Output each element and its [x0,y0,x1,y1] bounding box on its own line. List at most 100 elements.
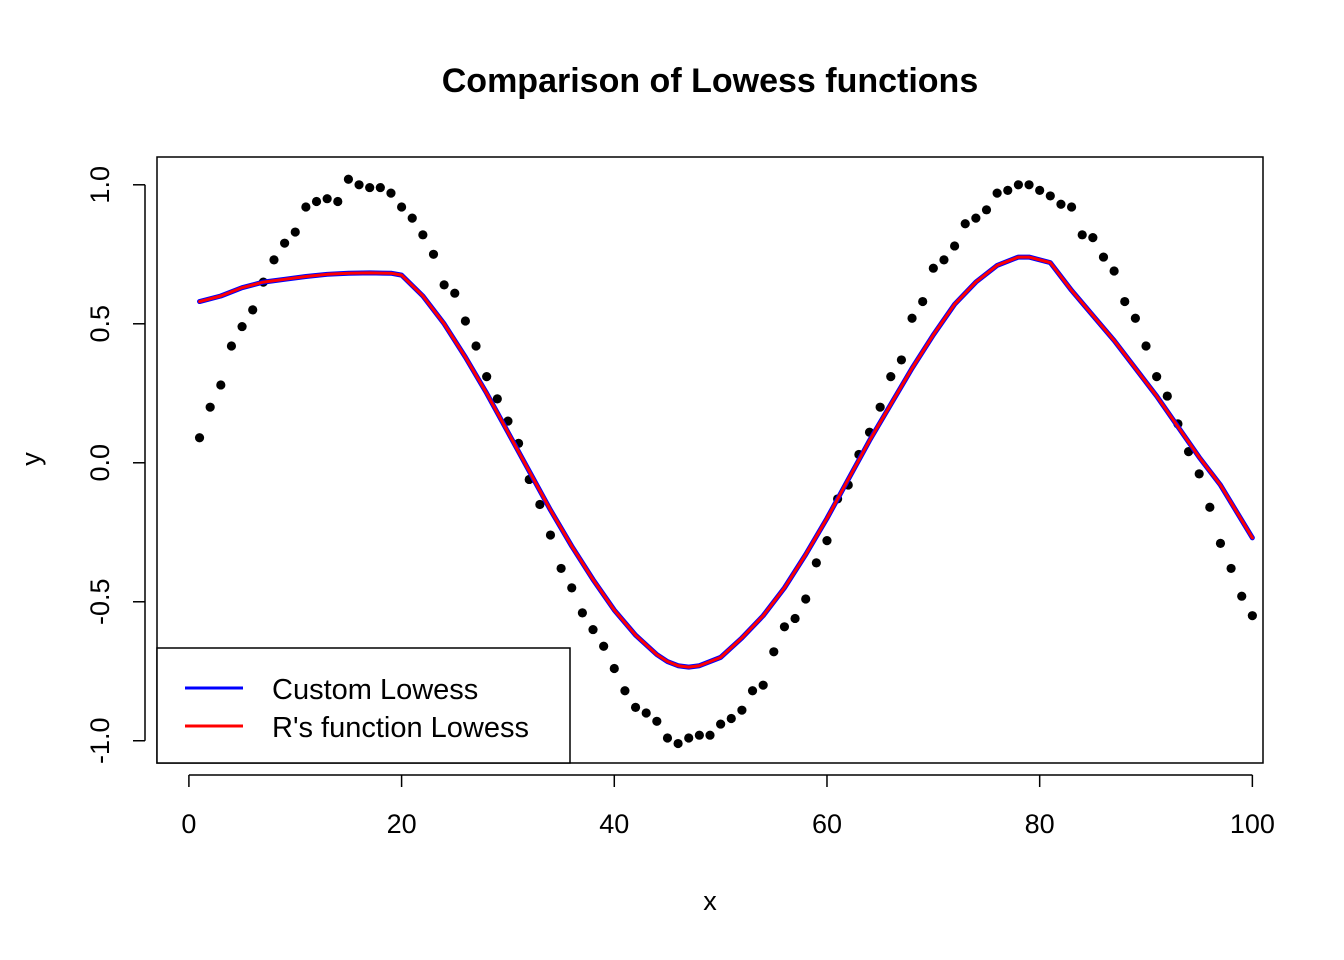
data-point [1013,180,1024,190]
data-point [1056,199,1066,209]
data-points [194,174,1257,749]
data-point [290,227,300,237]
data-point [280,238,290,248]
data-point [960,219,970,229]
data-point [1226,563,1236,574]
data-point [769,647,779,657]
data-point [907,313,917,323]
data-point [205,402,215,412]
data-point [1141,341,1151,351]
data-point [1003,185,1013,195]
data-point [482,372,492,382]
data-point [1130,313,1140,323]
y-tick-label: -1.0 [85,717,115,764]
data-point [747,686,758,696]
data-point [737,705,747,715]
data-point [1152,372,1162,382]
legend-box [156,647,571,764]
data-point [758,680,768,690]
data-point [694,730,704,740]
data-point [673,738,683,749]
data-point [248,305,258,315]
chart-title: Comparison of Lowess functions [442,62,978,100]
data-point [226,341,237,351]
data-point [1215,538,1226,548]
data-point [556,563,566,574]
data-point [918,296,928,307]
data-point [471,341,481,351]
data-point [216,380,226,390]
data-point [1098,252,1109,262]
data-point [396,202,407,212]
data-point [790,613,800,624]
data-point [407,213,417,223]
x-tick-label: 20 [387,809,417,839]
data-point [981,205,992,215]
x-tick-label: 100 [1230,809,1275,839]
data-point [684,733,694,743]
data-point [1205,502,1215,512]
data-point [662,733,673,743]
data-point [716,719,726,729]
data-point [418,230,428,240]
data-point [322,194,332,204]
data-point [1247,611,1257,621]
data-point [1077,230,1087,240]
data-point [599,641,609,651]
x-tick-label: 40 [599,809,629,839]
data-point [801,594,811,604]
data-point [577,608,587,618]
data-point [1194,469,1204,479]
data-point [896,355,907,365]
series-line-r-lowess [198,255,1254,669]
data-point [1066,202,1077,212]
data-point [1109,266,1119,276]
data-point [1237,591,1247,601]
data-point [949,241,960,251]
data-point [779,622,790,632]
data-point [545,530,556,540]
legend: Custom Lowess R's function Lowess [156,647,571,764]
plot-frame [156,156,1264,764]
data-point [375,182,385,193]
x-tick-label: 80 [1025,809,1055,839]
lowess-lines [197,254,1255,670]
data-point [439,280,449,290]
data-point [333,196,343,207]
data-point [343,174,354,184]
data-point [992,188,1002,198]
data-point [1088,233,1098,243]
data-point [630,702,641,713]
data-point [386,188,396,198]
data-point [1162,391,1172,401]
y-tick-label: -0.5 [85,579,115,626]
data-point [1045,191,1055,201]
legend-label-r-lowess: R's function Lowess [272,712,529,744]
data-point [609,663,619,674]
data-point [641,708,651,718]
axis-ticks: 0 20 40 60 80 100 -1.0 -0.5 0.0 0.5 1.0 [85,166,1275,839]
data-point [450,288,460,298]
y-tick-label: 1.0 [85,166,115,204]
x-axis-label: x [703,886,717,916]
data-point [301,202,311,212]
data-point [811,558,821,568]
data-point [939,255,949,265]
data-point [354,180,364,190]
y-tick-label: 0.5 [85,305,115,343]
data-point [428,249,439,259]
data-point [620,686,630,696]
y-tick-label: 0.0 [85,444,115,482]
data-point [460,316,471,326]
data-point [535,499,545,510]
data-point [875,402,885,412]
data-point [1035,185,1045,195]
data-point [886,372,896,382]
data-point [237,321,247,332]
data-point [652,716,662,726]
data-point [971,213,981,223]
legend-label-custom-lowess: Custom Lowess [272,674,478,706]
data-point [492,394,502,404]
data-point [588,624,598,635]
